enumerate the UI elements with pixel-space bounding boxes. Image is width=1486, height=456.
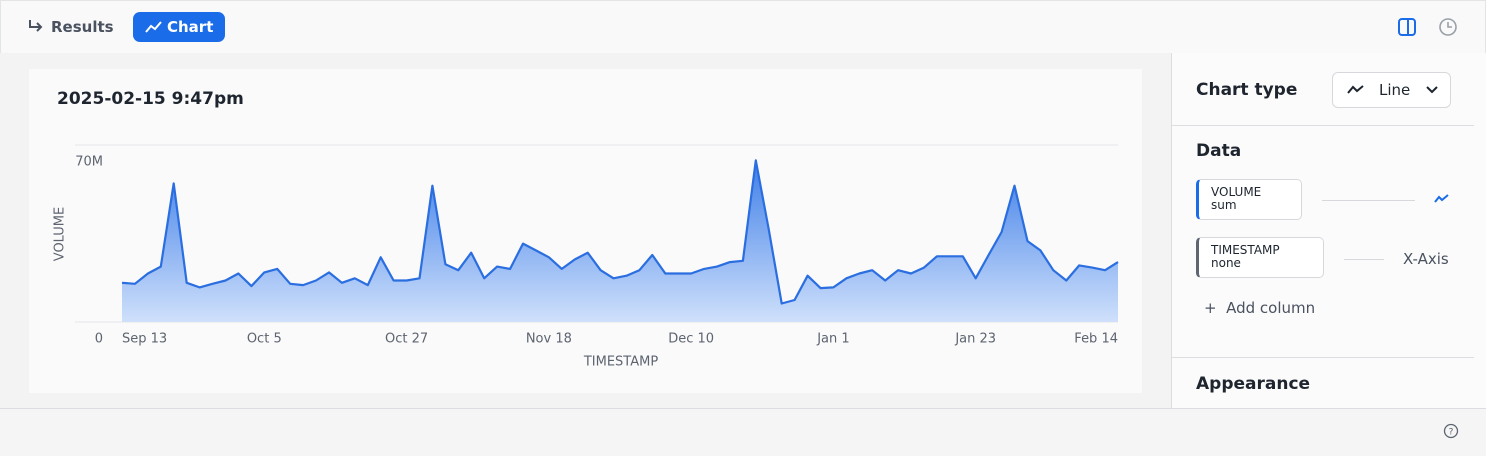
line bbox=[121, 159, 1119, 305]
connector bbox=[1344, 259, 1384, 260]
sidebar: Chart type Line Data VOLUME sum TIMESTAMP… bbox=[1171, 53, 1486, 408]
x-tick-label: Dec 10 bbox=[668, 332, 714, 347]
column-agg: sum bbox=[1211, 198, 1237, 212]
help-icon[interactable]: ? bbox=[1443, 423, 1459, 439]
x-tick-label: Jan 23 bbox=[954, 332, 996, 347]
view-icons[interactable] bbox=[1397, 17, 1467, 39]
chart: TIMESTAMP VOLUME 0 70M Sep 13 Oct 5 Oct 27 No… bbox=[53, 144, 1119, 370]
y-tick-label: 70M bbox=[75, 155, 103, 170]
add-column[interactable]: + Add column bbox=[1204, 299, 1316, 317]
chart-type-select[interactable]: Line bbox=[1332, 72, 1451, 108]
icon bbox=[29, 20, 43, 32]
y-tick-label: 0 bbox=[95, 332, 103, 347]
x-tick-label: Oct 5 bbox=[247, 332, 282, 347]
y-axis-label: VOLUME bbox=[53, 207, 68, 261]
column-agg: none bbox=[1211, 256, 1241, 270]
status-bar: ? bbox=[0, 408, 1486, 456]
chart-type-value: Line bbox=[1379, 81, 1411, 99]
chart-type-label: Chart type bbox=[1196, 80, 1298, 100]
chart-card bbox=[29, 69, 1142, 393]
column-pill[interactable]: VOLUME sum bbox=[1196, 179, 1302, 220]
connector bbox=[1322, 200, 1415, 201]
x-tick-label: Feb 14 bbox=[1074, 332, 1118, 347]
tab-label: Chart bbox=[167, 18, 214, 36]
x-axis-label: TIMESTAMP bbox=[583, 355, 658, 370]
tab-label: Results bbox=[51, 18, 114, 36]
area-fill bbox=[122, 160, 1118, 322]
divider bbox=[1172, 357, 1474, 358]
x-tick-label: Oct 27 bbox=[385, 332, 428, 347]
results-tab[interactable]: Results bbox=[17, 12, 126, 42]
icon bbox=[145, 21, 162, 33]
svg-text:?: ? bbox=[1449, 428, 1454, 438]
column-pill[interactable]: TIMESTAMP none bbox=[1196, 237, 1324, 278]
icon bbox=[1434, 194, 1449, 203]
column-name: VOLUME bbox=[1211, 185, 1262, 199]
column-name: TIMESTAMP bbox=[1211, 243, 1280, 257]
add-column-label: Add column bbox=[1226, 299, 1316, 317]
icon bbox=[1426, 86, 1438, 94]
appearance-heading: Appearance bbox=[1196, 374, 1311, 394]
column-role: X-Axis bbox=[1403, 250, 1449, 268]
x-tick-label: Jan 1 bbox=[816, 332, 849, 347]
divider bbox=[1172, 125, 1474, 126]
toolbar: Results Chart bbox=[0, 0, 1486, 54]
x-tick-label: Nov 18 bbox=[526, 332, 572, 347]
icon bbox=[1347, 85, 1364, 94]
data-heading: Data bbox=[1196, 141, 1242, 161]
x-tick-label: Sep 13 bbox=[122, 332, 167, 347]
chart-title: 2025-02-15 9:47pm bbox=[57, 89, 244, 109]
chart-tab[interactable]: Chart bbox=[133, 12, 226, 42]
